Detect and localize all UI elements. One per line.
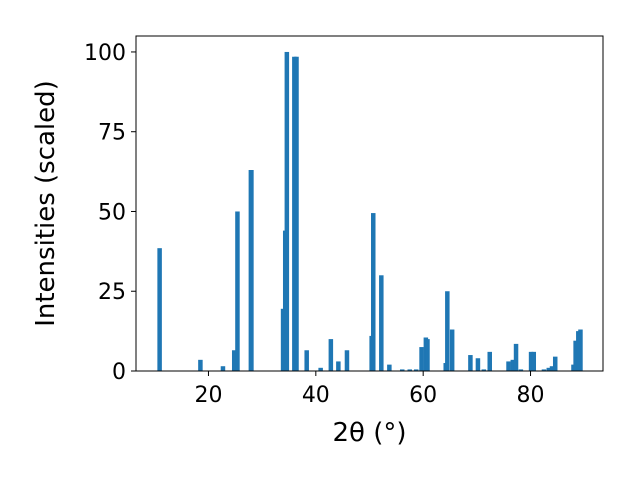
- bar-0-39: [531, 351, 537, 371]
- bar-group: [157, 51, 583, 372]
- y-tick-label-3: 75: [98, 121, 126, 146]
- bar-0-47: [578, 329, 583, 371]
- bar-0-1: [198, 359, 203, 371]
- x-axis-ticks: 20 40 60 80: [194, 371, 545, 408]
- y-tick-label-0: 0: [112, 360, 126, 385]
- bar-0-35: [510, 359, 516, 371]
- bar-0-41: [546, 367, 552, 371]
- bar-0-30: [468, 355, 473, 371]
- bar-0-18: [371, 213, 376, 371]
- bar-0-13: [318, 367, 323, 371]
- bar-0-21: [399, 369, 405, 371]
- bar-0-38: [528, 351, 534, 371]
- bar-0-31: [475, 358, 481, 371]
- bar-0-43: [552, 356, 558, 371]
- bar-0-28: [445, 291, 450, 371]
- bar-0-3: [231, 350, 237, 371]
- bar-0-2: [220, 366, 226, 371]
- y-axis-ticks: 0 25 50 75 100: [84, 41, 136, 385]
- bar-0-11: [294, 56, 299, 372]
- bar-0-0: [157, 248, 162, 371]
- bar-0-45: [573, 340, 578, 371]
- y-tick-label-1: 25: [98, 280, 126, 305]
- x-axis-label: 2θ (°): [332, 418, 406, 448]
- bar-0-16: [344, 350, 350, 371]
- y-tick-label-4: 100: [84, 41, 126, 66]
- x-tick-label-0: 20: [194, 383, 222, 408]
- y-tick-label-2: 50: [98, 200, 126, 225]
- bar-0-4: [235, 211, 240, 371]
- bar-0-37: [518, 369, 524, 371]
- bar-0-14: [328, 339, 334, 371]
- plot-frame: [135, 35, 604, 372]
- bar-0-42: [549, 366, 555, 371]
- bar-0-33: [487, 351, 492, 371]
- bar-0-22: [407, 369, 413, 371]
- bar-0-26: [425, 339, 430, 371]
- bar-0-20: [387, 364, 392, 371]
- y-axis-label: Intensities (scaled): [31, 80, 61, 327]
- bar-0-29: [449, 329, 455, 371]
- bar-0-15: [336, 361, 341, 371]
- bar-0-6: [249, 170, 254, 371]
- x-tick-label-1: 40: [302, 383, 330, 408]
- bar-0-40: [541, 369, 547, 371]
- bar-0-32: [481, 369, 487, 371]
- bar-0-12: [304, 350, 309, 371]
- x-tick-label-2: 60: [409, 383, 437, 408]
- x-tick-label-3: 80: [517, 383, 545, 408]
- bar-0-23: [413, 369, 419, 371]
- bar-0-24: [419, 347, 424, 371]
- bar-0-34: [506, 361, 511, 371]
- bar-0-19: [379, 275, 384, 371]
- bar-0-36: [513, 343, 519, 371]
- bar-0-9: [284, 51, 290, 371]
